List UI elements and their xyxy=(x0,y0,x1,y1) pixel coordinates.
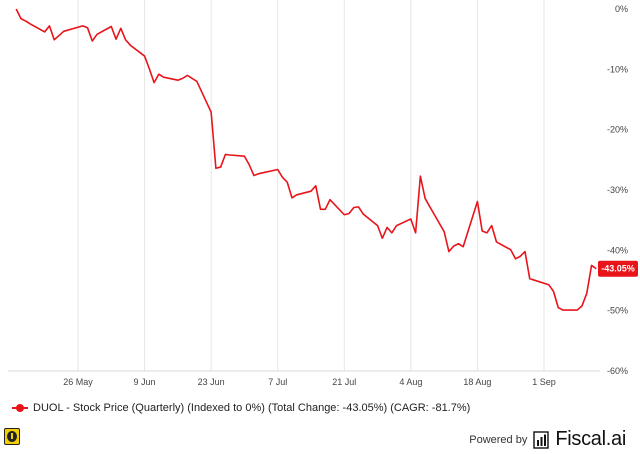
y-tick-label: -10% xyxy=(607,64,628,74)
x-tick-label: 1 Sep xyxy=(532,377,556,387)
x-axis-labels: 26 May 9 Jun 23 Jun 7 Jul 21 Jul 4 Aug 18 Aug 1… xyxy=(63,377,556,387)
grid-layer xyxy=(8,0,600,372)
x-tick-label: 9 Jun xyxy=(134,377,156,387)
brand-name: Fiscal.ai xyxy=(555,428,626,450)
legend[interactable]: DUOL - Stock Price (Quarterly) (Indexed … xyxy=(12,402,470,414)
x-tick-label: 23 Jun xyxy=(198,377,225,387)
series-line-duol xyxy=(15,8,597,311)
last-value-text: -43.05% xyxy=(601,264,635,274)
y-tick-label: -60% xyxy=(607,366,628,376)
y-tick-label: -30% xyxy=(607,185,628,195)
legend-line-dot-icon xyxy=(12,403,28,413)
y-tick-label: -50% xyxy=(607,306,628,316)
x-tick-label: 21 Jul xyxy=(332,377,356,387)
x-tick-label: 4 Aug xyxy=(399,377,422,387)
y-tick-label: -20% xyxy=(607,125,628,135)
legend-label: DUOL - Stock Price (Quarterly) (Indexed … xyxy=(33,402,471,414)
x-tick-label: 18 Aug xyxy=(463,377,491,387)
y-axis-labels: 0% -10% -20% -30% -40% -50% -60% xyxy=(607,4,628,376)
x-tick-label: 26 May xyxy=(63,377,93,387)
x-tick-label: 7 Jul xyxy=(268,377,287,387)
last-value-badge: -43.05% xyxy=(598,260,638,277)
y-tick-label: 0% xyxy=(615,4,628,14)
powered-by[interactable]: Powered by Fiscal.ai xyxy=(469,428,626,451)
exclamation-badge-icon xyxy=(4,428,20,445)
fiscal-logo-icon xyxy=(533,430,550,449)
y-tick-label: -40% xyxy=(607,245,628,255)
powered-by-label: Powered by xyxy=(469,433,528,446)
